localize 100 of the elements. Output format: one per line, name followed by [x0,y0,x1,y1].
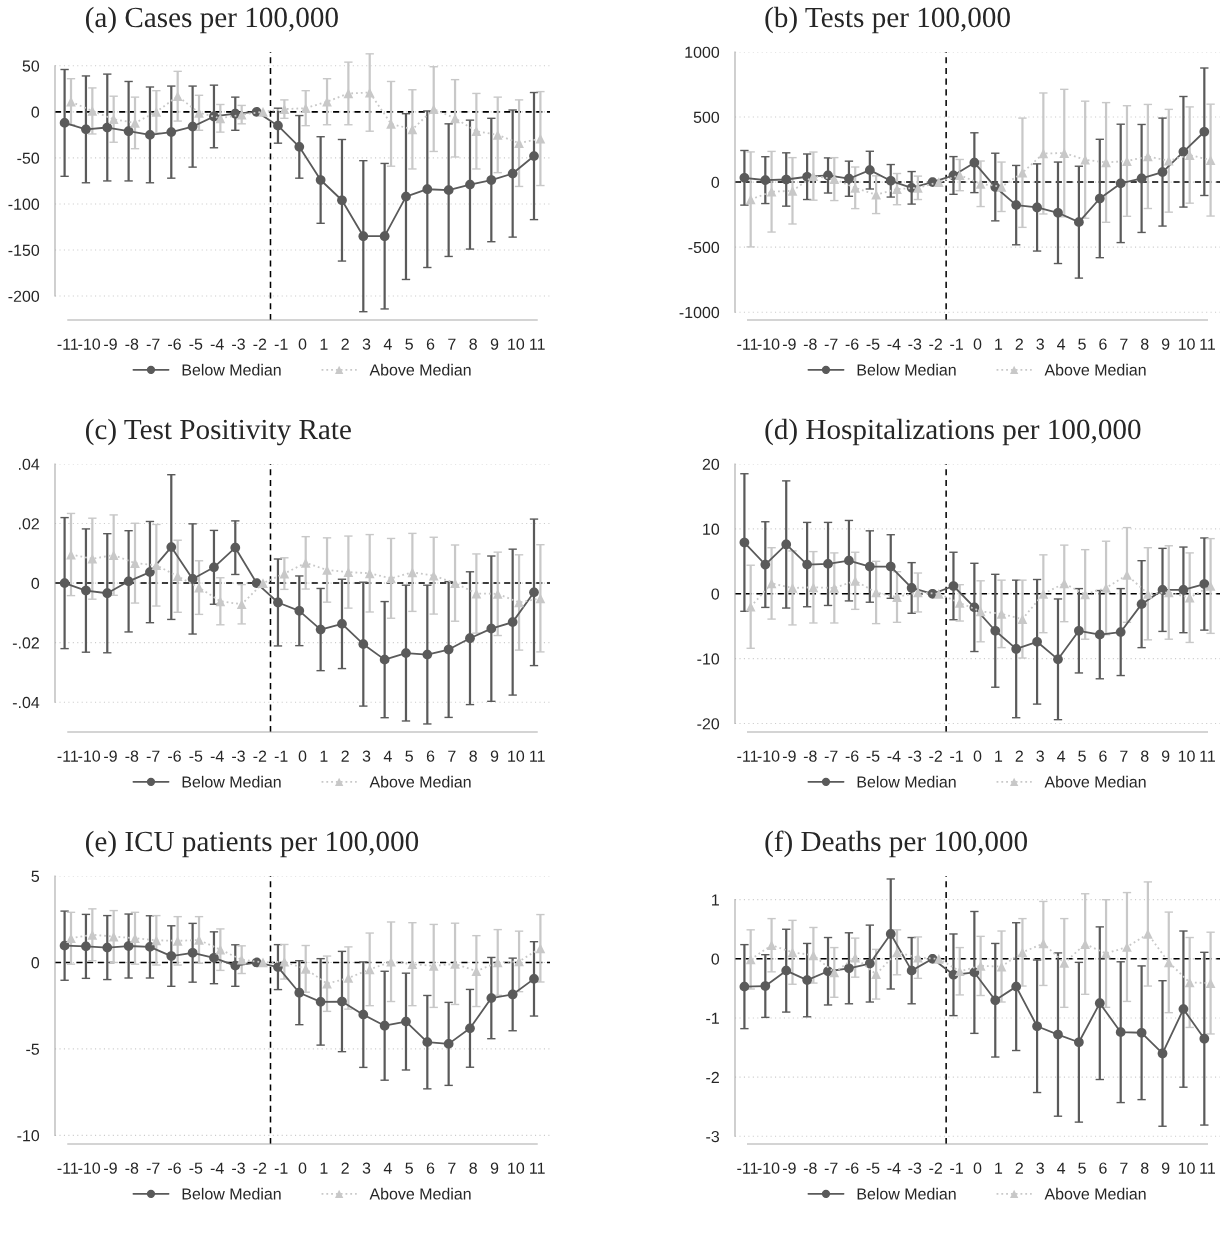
legend-label: Above Median [1044,775,1146,788]
x-tick-label: 2 [341,1162,349,1174]
point [885,175,896,186]
chart-title: (a) Cases per 100,000 [85,6,338,34]
x-tick-label: -3 [232,338,245,350]
point [258,107,268,117]
point [273,597,283,608]
point [864,165,875,175]
x-tick-label: 5 [405,1162,413,1174]
point [337,996,347,1007]
point [401,1016,411,1027]
point [760,981,771,991]
legend-label: Above Median [369,363,471,376]
point [739,981,750,992]
point [59,940,70,951]
x-tick-label: 1 [320,338,328,350]
y-tick-label: .04 [18,458,40,470]
point [1115,178,1126,189]
x-tick-label: 6 [1099,750,1107,762]
x-tick-label: -9 [782,750,796,762]
x-tick-label: -11 [57,1162,78,1174]
x-tick-label: -1 [274,338,288,350]
x-tick-label: 9 [1161,338,1170,350]
point [465,179,475,190]
point [1074,625,1084,636]
point [123,576,134,587]
x-tick-label: 0 [973,1162,982,1174]
x-tick-label: 0 [298,750,307,762]
x-tick-label: 4 [383,750,392,762]
point [823,559,833,569]
point [844,963,854,974]
point [529,974,539,984]
x-tick-label: -8 [803,338,817,350]
point [102,942,113,953]
point [145,567,155,577]
x-tick-label: 4 [1057,1162,1066,1174]
point [379,654,390,665]
point [102,122,113,133]
point [990,995,1001,1006]
y-tick-label: 50 [22,60,40,72]
point [358,1009,369,1020]
x-tick-label: -8 [803,1162,817,1174]
x-tick-label: 11 [530,750,545,762]
y-tick-label: 0 [711,176,720,189]
point [1178,585,1189,595]
point [315,624,326,635]
x-tick-label: -2 [253,1162,267,1174]
x-tick-label: -10 [78,338,101,350]
point [885,929,896,939]
x-tick-label: 10 [1178,338,1195,350]
x-tick-label: 5 [405,338,413,350]
point [906,965,917,976]
point [948,581,959,591]
point [187,947,198,958]
x-tick-label: -7 [824,338,838,350]
point [1178,146,1189,157]
x-tick-label: -8 [125,1162,139,1174]
point [1053,1029,1063,1040]
point [187,121,198,132]
point [166,951,177,961]
point [102,588,113,599]
x-tick-label: 5 [1078,338,1086,350]
point [990,625,1001,636]
point [529,151,539,161]
x-tick-label: -3 [232,750,245,762]
x-tick-label: 9 [490,338,499,350]
x-tick-label: 6 [1099,338,1107,350]
x-tick-label: 1 [320,1162,328,1174]
x-tick-label: 8 [1140,1162,1149,1174]
x-tick-label: -3 [232,1162,245,1174]
x-tick-label: -11 [737,750,758,762]
point [379,1020,390,1031]
point [59,118,70,128]
x-tick-label: 0 [298,338,307,350]
x-tick-label: 3 [362,1162,371,1174]
x-tick-label: -4 [887,1162,901,1174]
x-tick-label: 5 [1078,1162,1086,1174]
y-tick-label: 0 [31,106,40,118]
x-tick-label: -2 [253,750,267,762]
x-tick-label: -7 [824,1162,838,1174]
point [933,953,944,964]
y-tick-label: 10 [703,523,720,535]
x-tick-label: -6 [845,750,859,762]
legend-label: Below Median [182,775,281,788]
x-tick-label: 3 [362,750,371,762]
x-tick-label: -9 [782,1162,796,1174]
point [379,231,390,242]
point [358,231,369,242]
x-tick-label: -5 [189,338,203,350]
point [215,113,226,124]
x-tick-label: -6 [168,1162,181,1174]
x-tick-label: -9 [104,750,117,762]
x-tick-label: -3 [908,750,922,762]
point [443,185,454,196]
x-tick-label: 1 [995,338,1003,350]
point [1074,217,1084,228]
point [802,975,812,985]
point [1053,207,1063,218]
point [760,559,771,570]
legend-label: Above Median [1044,363,1146,376]
